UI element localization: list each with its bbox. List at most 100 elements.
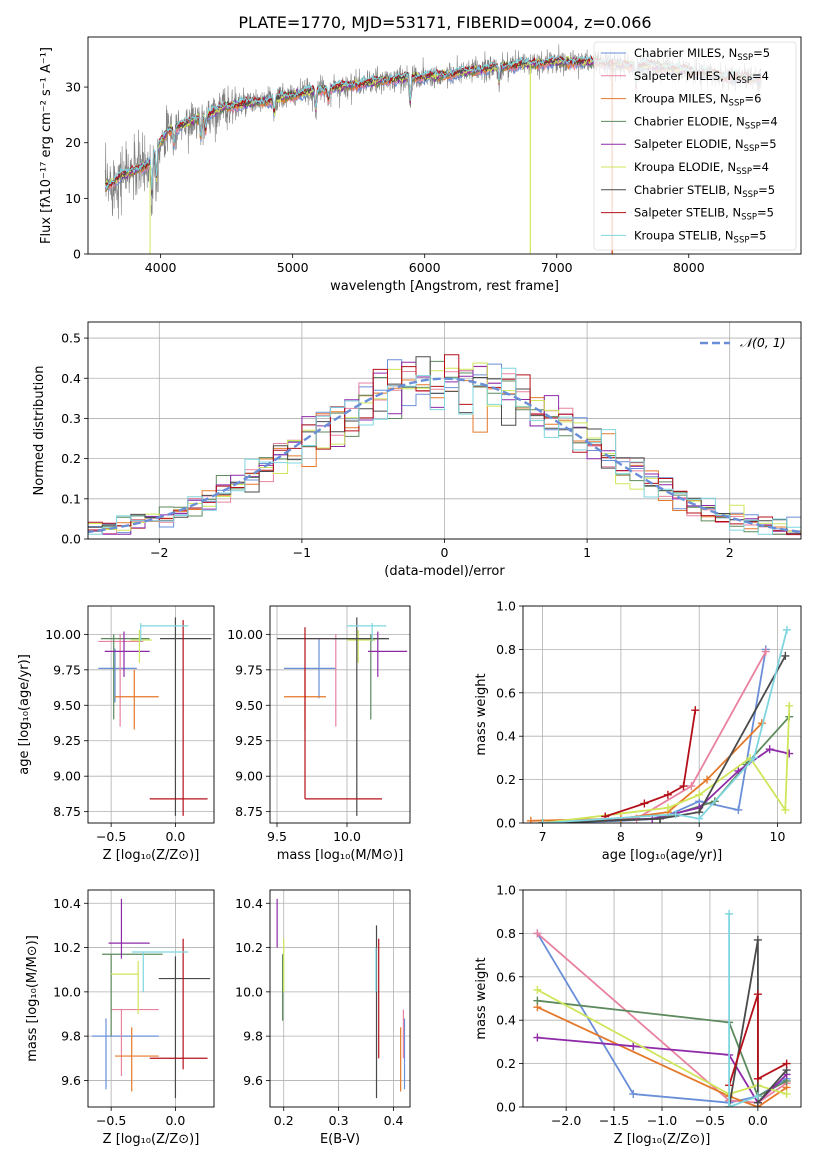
errorbar-point [102, 953, 163, 1037]
y-tick-label: 30 [65, 80, 81, 95]
weight-series-line [542, 651, 767, 823]
weight-marker [734, 766, 743, 775]
x-tick-label: 1 [583, 545, 591, 560]
errorbar-point [111, 1008, 159, 1076]
errorbar-point [160, 617, 212, 816]
x-tick-label: −1.5 [599, 1113, 629, 1128]
histogram-step [88, 361, 801, 535]
errorbar-point [304, 627, 382, 800]
panel-age_vs_Z: −0.5 0.0 8.75 9.00 9.25 9.50 9.75 10.00 Z [log₁₀… [17, 605, 215, 863]
panel-mass_vs_Z: −0.5 0.0 9.6 9.8 10.0 10.2 10.4 Z [log₁₀(Z/Z⊙)]… [25, 889, 215, 1147]
y-axis-label: age [log₁₀(age/yr)] [17, 654, 32, 775]
errorbar-point [111, 960, 139, 1014]
errorbar-point [277, 617, 389, 816]
y-tick-label: 10.4 [53, 896, 81, 911]
weight-marker [753, 935, 762, 944]
y-tick-label: 0.1 [61, 491, 81, 506]
legend-entry: Chabrier MILES, NSSP=5 [634, 46, 770, 63]
x-tick-label: 10 [770, 829, 786, 844]
x-tick-label: 9.5 [267, 829, 287, 844]
y-tick-label: 10.00 [45, 627, 81, 642]
axes-frame [87, 605, 215, 824]
weight-marker [734, 805, 743, 814]
panel-spectrum: 4000 5000 6000 7000 8000 0 10 20 30 wavelength [A… [39, 36, 802, 294]
weight-series-line [728, 993, 788, 1086]
y-tick-label: 8.75 [235, 804, 263, 819]
y-tick-label: 9.75 [53, 662, 81, 677]
y-tick-label: 10.2 [235, 940, 263, 955]
weight-marker [781, 805, 790, 814]
y-tick-label: 0 [73, 247, 81, 262]
weight-marker [761, 647, 770, 656]
weight-marker [695, 814, 704, 823]
x-tick-label: 0.0 [748, 1113, 768, 1128]
weight-marker [753, 990, 762, 999]
plot-area [98, 617, 212, 816]
y-tick-label: 0.0 [496, 816, 516, 831]
legend-box [593, 41, 797, 251]
y-tick-label: 0.3 [61, 411, 81, 426]
y-tick-label: 9.00 [53, 769, 81, 784]
y-axis-label: Normed distribution [32, 366, 47, 496]
legend-entry: Salpeter STELIB, NSSP=5 [634, 206, 774, 223]
x-axis-label: wavelength [Angstrom, rest frame] [330, 279, 559, 294]
errorbar-point [115, 669, 159, 730]
y-tick-label: 0.4 [496, 729, 516, 744]
legend-entry: Kroupa STELIB, NSSP=5 [634, 228, 766, 245]
axes-frame [87, 321, 802, 540]
y-tick-label: 9.50 [235, 698, 263, 713]
y-tick-label: 10.0 [53, 984, 81, 999]
errorbar-point [149, 938, 208, 1070]
errorbar-point [130, 630, 153, 663]
axes-frame [269, 605, 411, 824]
plot-area [533, 909, 791, 1107]
weight-marker [781, 651, 790, 660]
weight-marker [687, 782, 696, 791]
figure-title: PLATE=1770, MJD=53171, FIBERID=0004, z=0… [238, 13, 651, 32]
x-tick-label: 5000 [277, 260, 309, 275]
y-tick-label: 0.2 [496, 1056, 516, 1071]
weight-marker [695, 790, 704, 799]
weight-marker [629, 1089, 638, 1098]
weight-marker [750, 753, 759, 762]
axes-frame [522, 605, 802, 824]
y-tick-label: 9.75 [235, 662, 263, 677]
weight-marker [538, 819, 547, 823]
errorbar-point [115, 1027, 159, 1092]
x-tick-label: −0.5 [96, 829, 126, 844]
y-tick-label: 10.0 [235, 984, 263, 999]
y-tick-label: 1.0 [496, 599, 516, 614]
panel-age_vs_mass: 9.5 10.0 8.75 9.00 9.25 9.50 9.75 10.00 mass [lo… [227, 605, 411, 863]
y-tick-label: 0.2 [496, 772, 516, 787]
weight-series-line [536, 989, 787, 1095]
y-axis-label: mass weight [474, 673, 489, 755]
y-tick-label: 10 [65, 191, 81, 206]
spectrum-legend: Chabrier MILES, NSSP=5 Salpeter MILES, NS… [593, 41, 797, 251]
errorbar-point [98, 648, 137, 703]
y-tick-label: 0.4 [496, 1013, 516, 1028]
x-tick-label: 4000 [145, 260, 177, 275]
weight-marker [725, 909, 734, 918]
weight-series-line [542, 629, 788, 823]
panel-weight_vs_age: 7 8 9 10 0.0 0.2 0.4 0.6 0.8 1.0 age [log₁₀(age/yr… [474, 599, 802, 863]
y-axis-label: mass weight [474, 957, 489, 1039]
plot-area [88, 354, 801, 536]
y-tick-label: 0.4 [61, 371, 81, 386]
x-tick-label: 9 [695, 829, 703, 844]
x-tick-label: 7000 [541, 260, 573, 275]
y-tick-label: 9.00 [235, 769, 263, 784]
errorbar-point [108, 898, 150, 959]
weight-marker [785, 701, 794, 710]
errorbar-point [104, 631, 150, 677]
panel-weight_vs_Z: −2.0 −1.5 −1.0 −0.5 0.0 0.0 0.2 0.4 0.6 0.8 1.0 Z [… [474, 883, 802, 1147]
weight-series-line [542, 705, 791, 823]
errorbar-point [149, 620, 208, 816]
x-axis-label: age [log₁₀(age/yr)] [602, 848, 723, 863]
y-tick-label: 9.8 [243, 1029, 263, 1044]
plot-area [277, 617, 408, 816]
x-tick-label: 0.0 [165, 829, 185, 844]
errorbar-point [158, 956, 211, 1099]
errorbar-point [100, 634, 150, 720]
x-axis-label: (data-model)/error [384, 564, 505, 579]
x-axis-label: mass [log₁₀(M/M⊙)] [277, 848, 404, 863]
